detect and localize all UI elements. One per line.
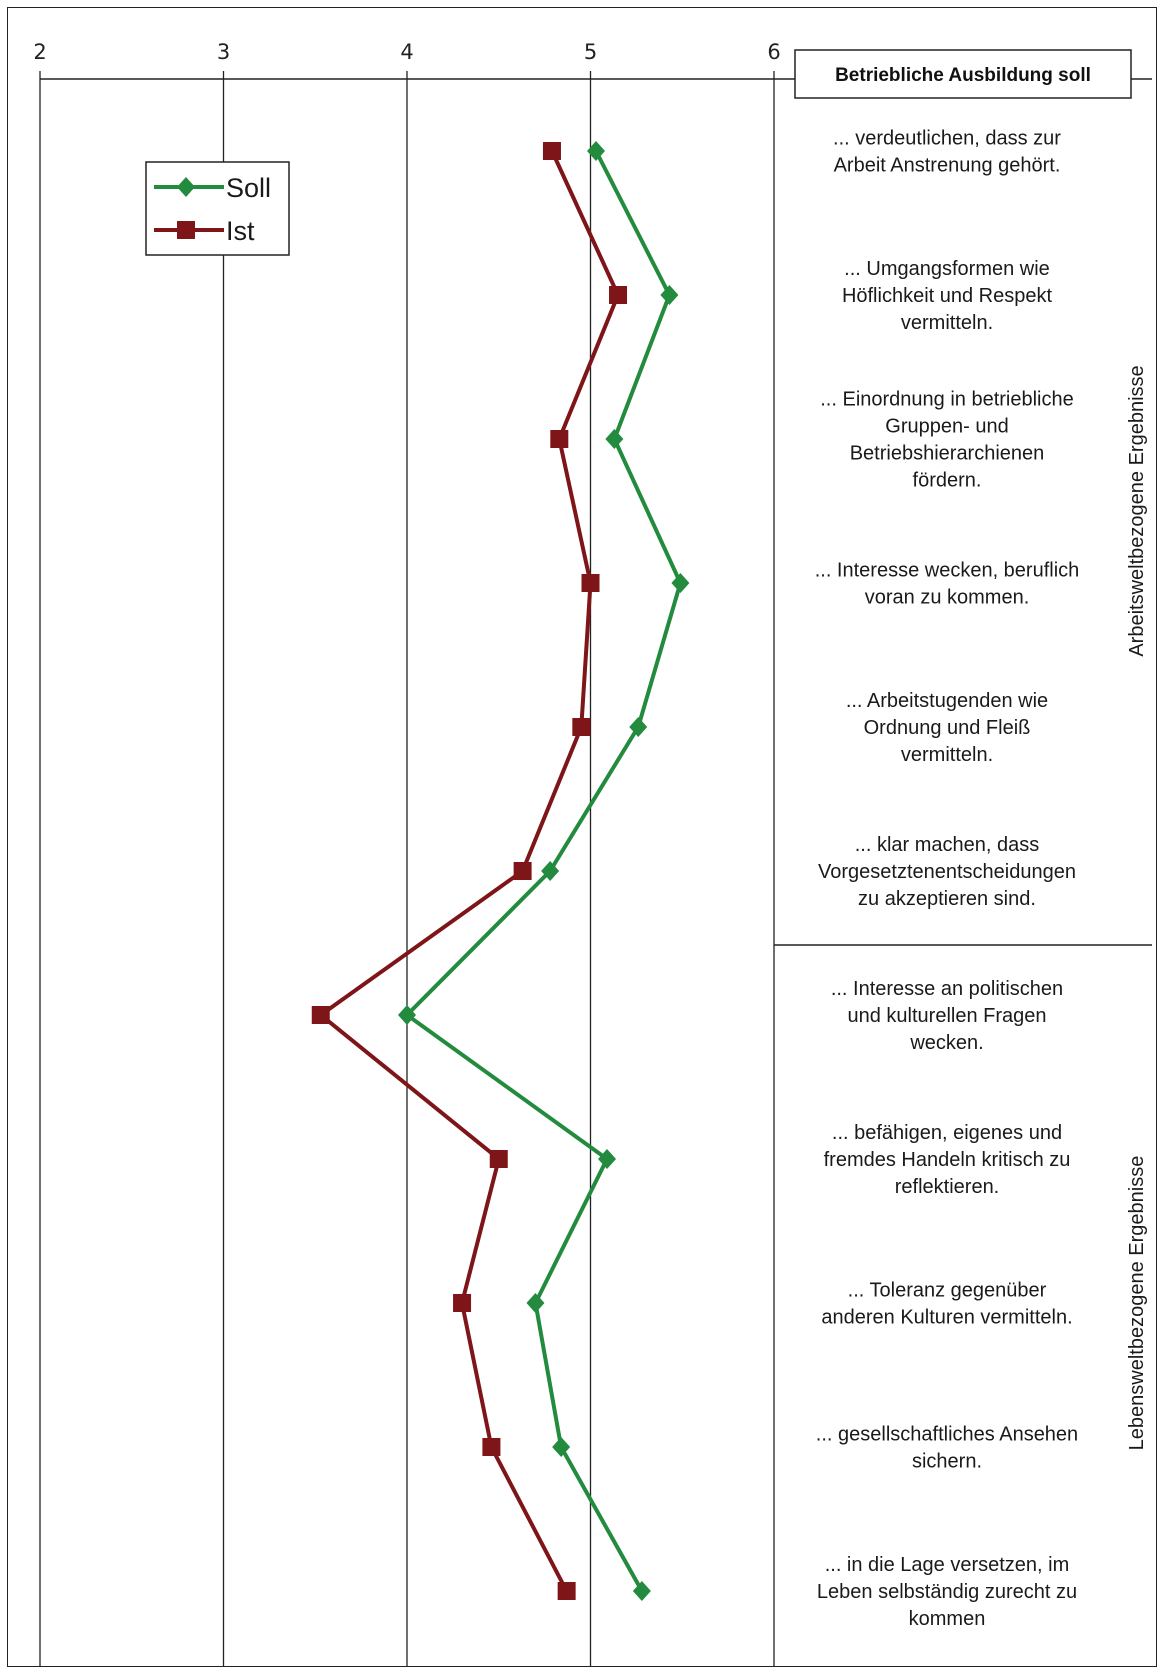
data-point-ist <box>311 1006 330 1024</box>
category-label: ... Umgangsformen wie Höflichkeit und Res… <box>842 258 1053 334</box>
x-tick-label: 3 <box>217 40 230 64</box>
category-label: ... Einordnung in betriebliche Gruppen- u… <box>820 389 1074 492</box>
chart-header: Betriebliche Ausbildung soll <box>794 49 1132 99</box>
category-label: ... in die Lage versetzen, im Leben selbs… <box>817 1554 1077 1630</box>
data-point-soll <box>552 1437 571 1457</box>
data-point-ist <box>542 142 561 160</box>
data-point-soll <box>632 1581 651 1601</box>
x-tick-label: 4 <box>400 40 413 64</box>
legend-marker-diamond <box>177 177 195 197</box>
data-point-ist <box>550 430 569 448</box>
category-label: ... Toleranz gegenüber anderen Kulturen v… <box>821 1280 1072 1329</box>
data-point-soll <box>598 1149 617 1169</box>
x-tick-label: 5 <box>584 40 597 64</box>
category-labels: ... verdeutlichen, dass zur Arbeit Anstre… <box>815 128 1148 1631</box>
data-point-ist <box>609 286 628 304</box>
header-box <box>794 49 1132 99</box>
data-point-ist <box>513 862 532 880</box>
x-tick-label: 6 <box>767 40 780 64</box>
data-point-ist <box>482 1438 501 1456</box>
category-label: ... Interesse an politischen und kulturel… <box>831 978 1063 1054</box>
legend-marker-square <box>177 221 195 239</box>
series-line-ist <box>317 150 621 1592</box>
data-point-soll <box>671 573 690 593</box>
group-label: Lebensweltbezogene Ergebnisse <box>1126 1156 1148 1451</box>
x-tick-label: 2 <box>33 40 46 64</box>
category-label: ... befähigen, eigenes und fremdes Handel… <box>824 1122 1071 1198</box>
series-layer <box>311 141 690 1601</box>
group-label: Arbeitsweltbezogene Ergebnisse <box>1126 365 1148 656</box>
data-point-ist <box>581 574 600 592</box>
data-point-soll <box>605 429 624 449</box>
category-label: ... Interesse wecken, beruflich voran zu … <box>815 560 1080 609</box>
chart-title: Betriebliche Ausbildung soll <box>835 65 1091 86</box>
category-label: ... gesellschaftliches Ansehen sichern. <box>816 1424 1078 1473</box>
data-point-ist <box>557 1582 576 1600</box>
chart-frame <box>7 7 1157 1667</box>
data-point-soll <box>541 861 560 881</box>
data-point-ist <box>489 1150 508 1168</box>
data-point-soll <box>587 141 606 161</box>
legend-entry-label: Soll <box>226 173 271 203</box>
category-label: ... verdeutlichen, dass zur Arbeit Anstre… <box>833 128 1061 177</box>
data-point-ist <box>453 1294 472 1312</box>
legend: Soll Ist <box>145 161 290 256</box>
data-point-ist <box>572 718 591 736</box>
data-point-soll <box>629 717 648 737</box>
legend-box <box>145 161 290 256</box>
data-point-soll <box>526 1293 545 1313</box>
data-point-soll <box>398 1005 416 1025</box>
legend-entry-label: Ist <box>226 216 255 246</box>
data-point-soll <box>660 285 679 305</box>
category-label: ... klar machen, dass Vorgesetztenentsche… <box>818 834 1076 910</box>
category-label: ... Arbeitstugenden wie Ordnung und Fleiß… <box>846 690 1048 766</box>
grid-layer <box>39 79 775 1666</box>
